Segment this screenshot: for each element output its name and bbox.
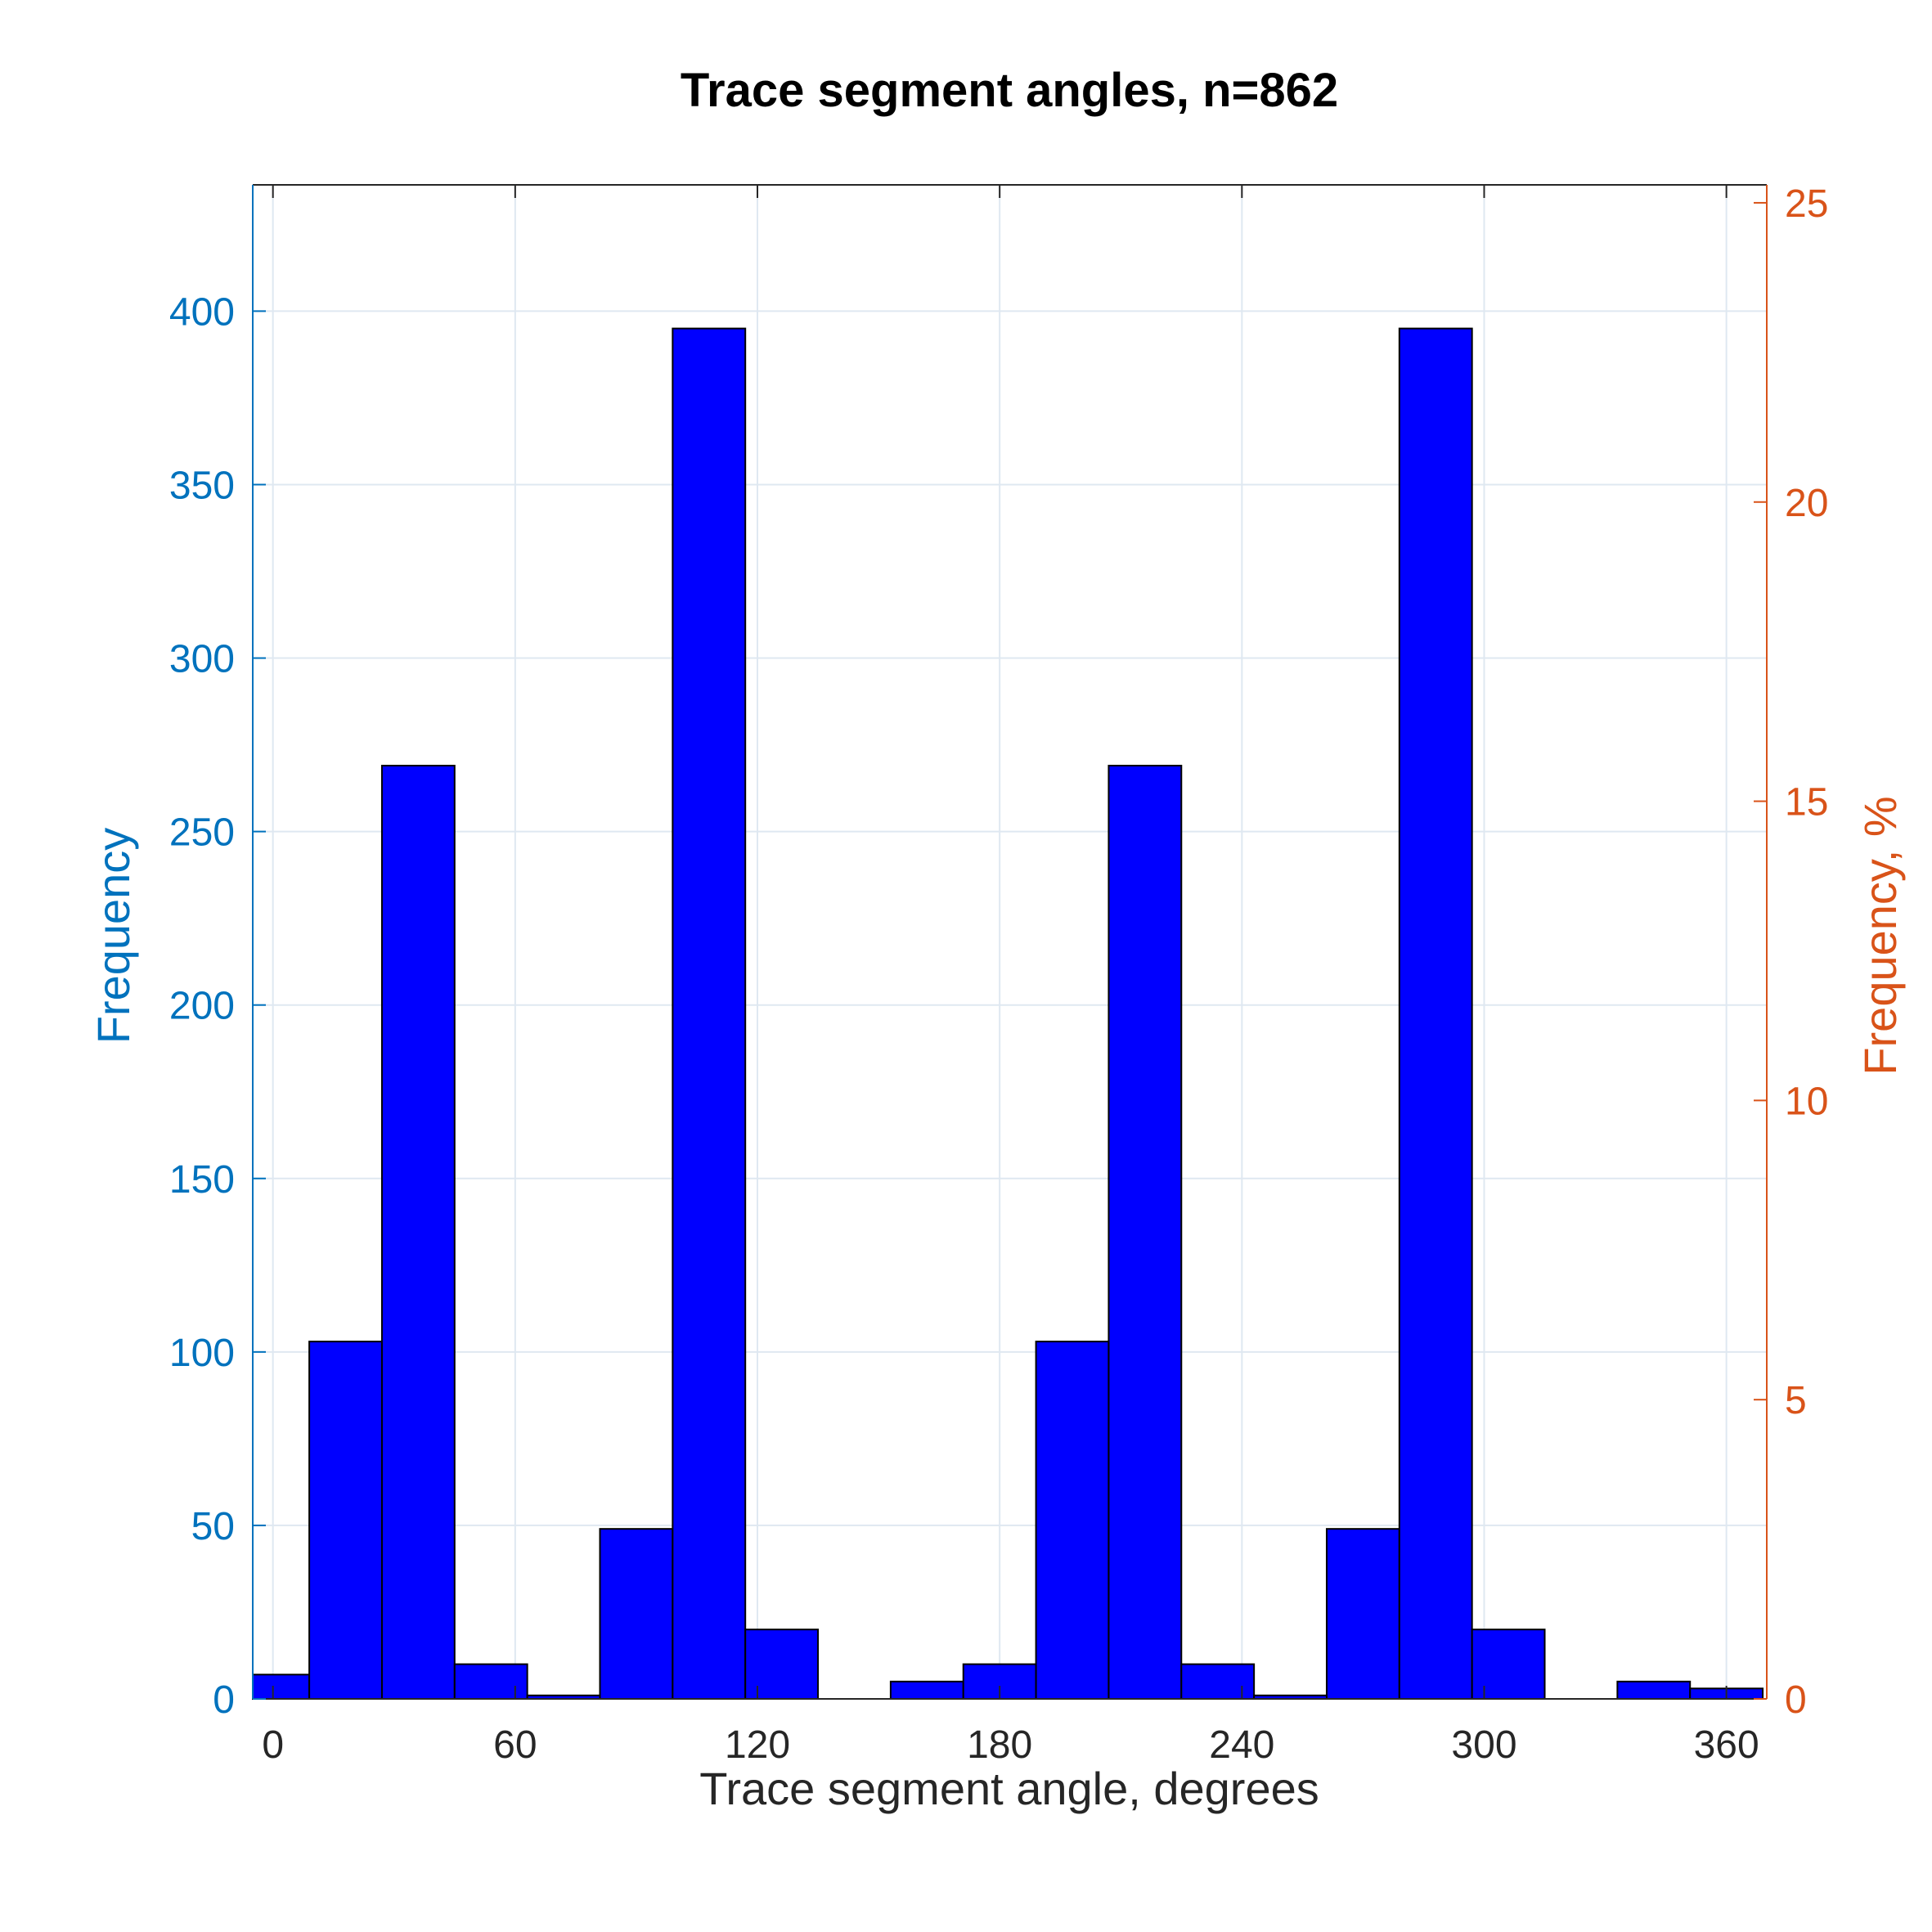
histogram-bar bbox=[1471, 1629, 1546, 1700]
y-tick-label-right: 25 bbox=[1785, 182, 1828, 226]
y-tick-label-right: 0 bbox=[1785, 1678, 1807, 1722]
x-tick-label: 240 bbox=[1209, 1723, 1274, 1767]
y-axis-label-left: Frequency bbox=[88, 828, 139, 1045]
y-tick-label-left: 350 bbox=[169, 464, 235, 507]
y-tick-label-right: 15 bbox=[1785, 781, 1828, 824]
histogram-bar bbox=[1398, 327, 1473, 1700]
histogram-bar bbox=[1325, 1528, 1400, 1700]
axes bbox=[252, 184, 1768, 1700]
histogram-bar bbox=[599, 1528, 674, 1700]
y-tick-label-left: 0 bbox=[213, 1678, 235, 1722]
histogram-bar bbox=[744, 1629, 820, 1700]
x-tick-label: 120 bbox=[725, 1723, 790, 1767]
histogram-bar bbox=[380, 765, 456, 1700]
x-tick-label: 360 bbox=[1694, 1723, 1759, 1767]
y-tick-label-left: 200 bbox=[169, 985, 235, 1028]
x-tick-label: 180 bbox=[967, 1723, 1032, 1767]
histogram-bar bbox=[1035, 1341, 1110, 1700]
histogram-bar bbox=[672, 327, 747, 1700]
y-tick-label-left: 50 bbox=[191, 1505, 235, 1548]
histogram-bar bbox=[453, 1663, 528, 1701]
x-tick-label: 300 bbox=[1451, 1723, 1516, 1767]
histogram-bar bbox=[252, 1674, 311, 1700]
histogram-bar bbox=[308, 1341, 383, 1700]
y-tick-label-left: 100 bbox=[169, 1332, 235, 1375]
histogram-bar bbox=[1108, 765, 1183, 1700]
y-tick-label-left: 400 bbox=[169, 290, 235, 334]
y-tick-label-left: 300 bbox=[169, 638, 235, 681]
y-tick-label-left: 250 bbox=[169, 811, 235, 855]
chart-title: Trace segment angles, n=862 bbox=[681, 64, 1338, 117]
x-tick-label: 0 bbox=[262, 1723, 284, 1767]
y-tick-label-right: 20 bbox=[1785, 482, 1828, 525]
histogram-bar bbox=[889, 1680, 964, 1701]
x-tick-label: 60 bbox=[493, 1723, 537, 1767]
grid-lines bbox=[253, 185, 1767, 1700]
y-tick-label-right: 5 bbox=[1785, 1379, 1807, 1422]
x-axis-label: Trace segment angle, degrees bbox=[699, 1763, 1319, 1814]
y-tick-label-left: 150 bbox=[169, 1158, 235, 1202]
histogram-bar bbox=[1180, 1663, 1256, 1701]
histogram-bar bbox=[1616, 1680, 1692, 1701]
y-axis-label-right: Frequency, % bbox=[1854, 796, 1906, 1075]
bars bbox=[252, 327, 1764, 1701]
tick-labels: 0 60 120 180 240 300 3600501001502002503003504… bbox=[169, 182, 1828, 1767]
y-tick-label-right: 10 bbox=[1785, 1080, 1828, 1123]
